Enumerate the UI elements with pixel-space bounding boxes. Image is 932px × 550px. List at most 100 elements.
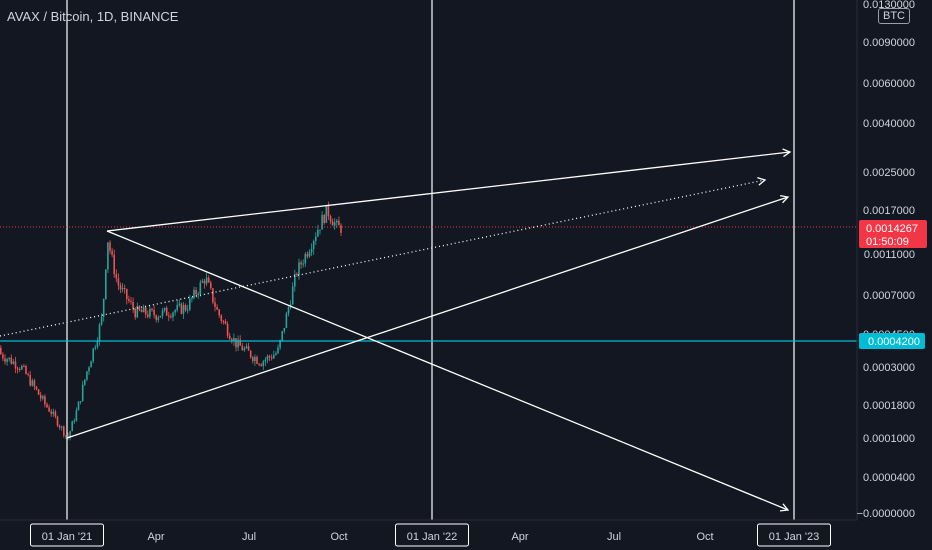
candle-body bbox=[50, 411, 52, 414]
candle-body bbox=[54, 411, 57, 417]
candle-body bbox=[107, 242, 109, 270]
last-price-countdown: 01:50:09 bbox=[866, 236, 909, 248]
x-tick-box bbox=[30, 523, 104, 547]
candle-body bbox=[155, 315, 157, 320]
candle-body bbox=[136, 306, 139, 318]
price-lines bbox=[0, 226, 857, 342]
candle-body bbox=[60, 426, 63, 428]
candle-body bbox=[56, 416, 59, 426]
support-trend-line-head bbox=[780, 194, 790, 204]
candle-body bbox=[96, 340, 99, 348]
candle-body bbox=[67, 435, 69, 438]
candle-body bbox=[10, 357, 13, 364]
candle-body bbox=[178, 303, 181, 305]
candle-body bbox=[182, 305, 185, 314]
candle-body bbox=[31, 380, 34, 386]
candle-body bbox=[16, 368, 19, 370]
candle-body bbox=[75, 410, 78, 421]
x-tick-label: Apr bbox=[147, 531, 164, 543]
candle-body bbox=[140, 310, 143, 313]
candle-body bbox=[25, 366, 27, 374]
candle-body bbox=[2, 354, 4, 359]
candle-body bbox=[176, 304, 178, 311]
x-tick-label: Apr bbox=[511, 531, 528, 543]
candle-body bbox=[279, 340, 281, 348]
candle-body bbox=[69, 431, 71, 438]
candle-body bbox=[73, 420, 76, 422]
candle-body bbox=[35, 386, 38, 390]
candle-body bbox=[180, 303, 183, 314]
candle-body bbox=[159, 315, 162, 318]
candle-body bbox=[327, 205, 330, 217]
candle-body bbox=[21, 365, 23, 370]
candle-body bbox=[233, 338, 235, 342]
candle-body bbox=[27, 373, 29, 375]
candles bbox=[0, 201, 342, 441]
support-trend-line bbox=[66, 196, 789, 439]
candle-body bbox=[12, 361, 15, 364]
x-tick-label: 01 Jan '22 bbox=[407, 531, 457, 543]
descending-trend-line-head bbox=[779, 503, 790, 512]
candle-body bbox=[161, 310, 164, 316]
candle-body bbox=[44, 396, 46, 405]
horizontal-level-value: 0.0004200 bbox=[868, 336, 920, 348]
x-tick-label: Jul bbox=[607, 531, 621, 543]
candle-body bbox=[308, 252, 311, 257]
candle-body bbox=[298, 262, 300, 275]
candle-body bbox=[205, 277, 208, 284]
candle-body bbox=[168, 315, 170, 317]
candle-body bbox=[111, 250, 113, 255]
candle-body bbox=[329, 216, 332, 222]
candle-body bbox=[149, 308, 151, 317]
candle-body bbox=[331, 221, 334, 226]
candle-body bbox=[277, 347, 279, 354]
y-tick-label: 0.0007000 bbox=[863, 290, 915, 302]
y-tick-label: 0.0090000 bbox=[863, 37, 915, 49]
candle-body bbox=[130, 301, 132, 303]
candle-body bbox=[338, 220, 340, 226]
candle-body bbox=[317, 229, 319, 237]
candle-body bbox=[186, 309, 189, 311]
x-tick-label: 01 Jan '21 bbox=[42, 531, 92, 543]
price-axis-bg bbox=[857, 0, 932, 550]
candle-body bbox=[147, 314, 149, 317]
candle-body bbox=[46, 404, 48, 408]
candle-body bbox=[92, 348, 94, 362]
candle-body bbox=[247, 346, 250, 351]
candle-body bbox=[239, 339, 241, 346]
vertical-marker-lines bbox=[66, 0, 795, 520]
resistance-trend-line bbox=[106, 151, 791, 232]
candle-body bbox=[319, 229, 321, 231]
candle-body bbox=[249, 350, 252, 358]
candle-body bbox=[126, 288, 128, 300]
candle-body bbox=[237, 339, 239, 348]
candle-body bbox=[323, 214, 325, 223]
candle-body bbox=[153, 310, 155, 316]
candle-body bbox=[203, 280, 206, 284]
candle-body bbox=[138, 306, 141, 311]
candle-body bbox=[144, 307, 147, 315]
candle-body bbox=[207, 277, 210, 283]
candle-body bbox=[4, 358, 6, 362]
candle-body bbox=[216, 307, 218, 310]
candle-body bbox=[37, 389, 40, 395]
candle-body bbox=[184, 305, 187, 311]
candle-body bbox=[14, 361, 17, 369]
currency-unit-badge[interactable]: BTC bbox=[878, 8, 910, 24]
trend-drawings[interactable] bbox=[0, 148, 792, 512]
price-axis[interactable]: 0.0130000 0.0090000 0.0060000 0.0040000 0.00… bbox=[856, 0, 932, 550]
candle-body bbox=[117, 278, 120, 286]
candle-body bbox=[102, 298, 105, 317]
candle-body bbox=[315, 236, 317, 241]
candle-body bbox=[100, 316, 103, 325]
candle-body bbox=[228, 335, 231, 340]
candle-body bbox=[235, 338, 237, 348]
candle-body bbox=[18, 368, 21, 370]
time-axis[interactable]: 01 Jan '21 Apr Jul Oct 01 Jan '22 Apr Jul Oct 01… bbox=[0, 519, 857, 547]
candle-body bbox=[193, 289, 195, 298]
candle-body bbox=[312, 240, 315, 250]
candle-body bbox=[128, 299, 130, 302]
candle-body bbox=[42, 396, 44, 399]
candle-body bbox=[245, 346, 248, 349]
